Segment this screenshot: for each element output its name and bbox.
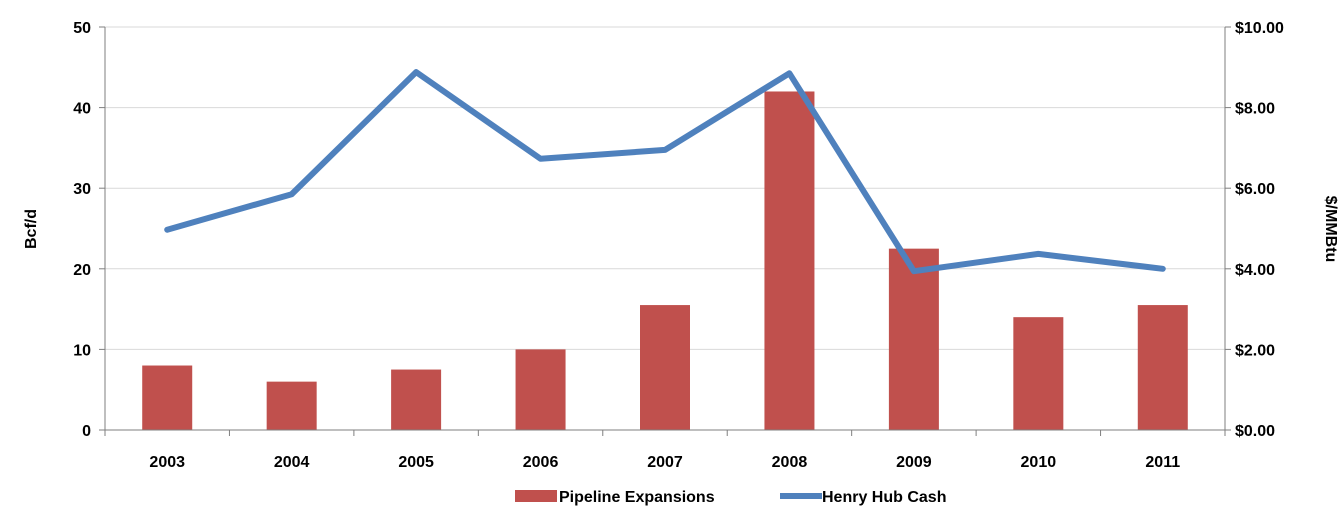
axes bbox=[99, 26, 1231, 436]
line-point-2007 bbox=[664, 149, 666, 151]
line-point-2010 bbox=[1037, 253, 1039, 255]
line-point-2003 bbox=[166, 229, 168, 231]
bar-2009 bbox=[888, 248, 939, 430]
x-tick-label-2011: 2011 bbox=[1145, 454, 1180, 471]
y-tick-label-right: $0.00 bbox=[1235, 423, 1275, 440]
x-tick-label-2003: 2003 bbox=[149, 454, 185, 471]
y-tick-label-right: $4.00 bbox=[1235, 262, 1275, 279]
line-point-2006 bbox=[540, 158, 542, 160]
x-tick-label-2009: 2009 bbox=[896, 454, 932, 471]
y-tick-label-right: $10.00 bbox=[1235, 20, 1284, 37]
x-tick-label-2010: 2010 bbox=[1021, 454, 1057, 471]
y-tick-label-left: 40 bbox=[73, 101, 91, 118]
bar-2007 bbox=[640, 305, 690, 430]
tick-labels: 0 $0.00 10 $2.00 20 $4.00 30 $6.00 40 $8.00 50 $10.… bbox=[73, 20, 1284, 471]
y-tick-label-right: $6.00 bbox=[1235, 181, 1275, 198]
legend-swatch-pipeline-expansions bbox=[515, 490, 557, 502]
line-point-2009 bbox=[913, 270, 915, 272]
legend: Pipeline Expansions Henry Hub Cash bbox=[515, 489, 946, 506]
bar-2004 bbox=[266, 381, 317, 430]
line-point-2011 bbox=[1162, 268, 1164, 270]
legend-label-henry-hub-cash: Henry Hub Cash bbox=[822, 489, 946, 506]
bar-2008 bbox=[764, 91, 815, 430]
legend-label-pipeline-expansions: Pipeline Expansions bbox=[559, 489, 715, 506]
bar-2011 bbox=[1137, 305, 1188, 430]
bar-2005 bbox=[391, 369, 442, 430]
line-henry-hub-cash bbox=[164, 69, 1166, 275]
y-tick-label-left: 20 bbox=[73, 262, 91, 279]
line-series-henry-hub-cash bbox=[164, 69, 1166, 275]
x-tick-label-2004: 2004 bbox=[274, 454, 310, 471]
bar-2010 bbox=[1013, 317, 1064, 430]
y-axis-title-left: Bcf/d bbox=[23, 209, 40, 249]
bar-2006 bbox=[515, 349, 566, 430]
y-tick-label-left: 50 bbox=[73, 20, 91, 37]
y-axis-title-right: $/MMBtu bbox=[1322, 196, 1339, 263]
gridlines bbox=[105, 26, 1225, 350]
bars-pipeline-expansions bbox=[142, 91, 1188, 430]
x-tick-label-2005: 2005 bbox=[398, 454, 434, 471]
bar-2003 bbox=[142, 365, 193, 430]
x-tick-label-2006: 2006 bbox=[523, 454, 559, 471]
x-tick-label-2007: 2007 bbox=[647, 454, 683, 471]
line-point-2005 bbox=[415, 71, 417, 73]
line-point-2004 bbox=[291, 193, 293, 195]
y-tick-label-right: $8.00 bbox=[1235, 101, 1275, 118]
line-point-2008 bbox=[788, 72, 790, 74]
y-tick-label-left: 0 bbox=[82, 423, 91, 440]
y-tick-label-right: $2.00 bbox=[1235, 342, 1275, 359]
y-tick-label-left: 10 bbox=[73, 342, 91, 359]
y-tick-label-left: 30 bbox=[73, 181, 91, 198]
x-tick-label-2008: 2008 bbox=[772, 454, 808, 471]
